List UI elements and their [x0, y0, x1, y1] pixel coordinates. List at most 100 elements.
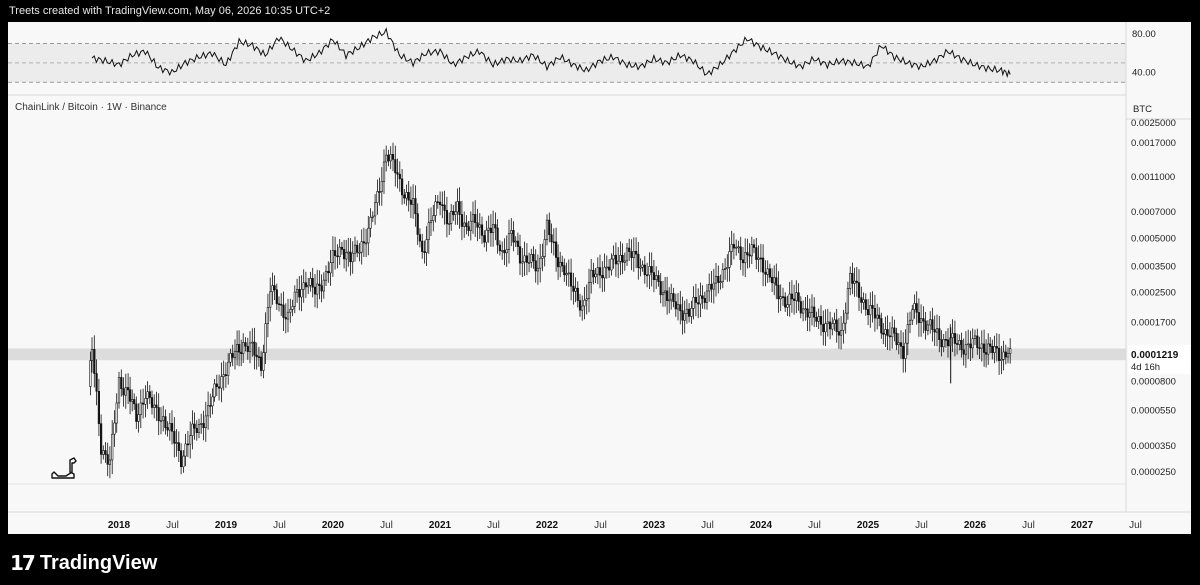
candle-body — [717, 276, 720, 283]
candle-body — [625, 247, 629, 262]
rsi-pane[interactable] — [8, 27, 1126, 83]
candle-body — [467, 226, 470, 231]
candle-body — [385, 154, 388, 163]
chart-frame[interactable]: ChainLink / Bitcoin · 1W · Binance 80.00… — [8, 22, 1191, 534]
candle-body — [748, 254, 751, 257]
candle-body — [382, 161, 386, 182]
candle-body — [536, 267, 539, 272]
candle-body — [746, 252, 749, 256]
candle-body — [543, 239, 546, 257]
candle-body — [233, 351, 237, 358]
candle-body — [752, 244, 756, 248]
candle-body — [340, 246, 344, 250]
candle-body — [351, 252, 354, 263]
tradingview-logo[interactable]: 17 TradingView — [10, 551, 157, 575]
candle-body — [1009, 348, 1012, 354]
candle-body — [781, 296, 785, 298]
candle-body — [784, 296, 787, 308]
candle-body — [380, 181, 383, 192]
candle-body — [641, 264, 644, 268]
candle-body — [969, 343, 972, 349]
candle-body — [851, 273, 854, 284]
candle-body — [574, 287, 577, 292]
candle-body — [585, 298, 588, 301]
candle-body — [244, 342, 247, 347]
candle-body — [304, 282, 308, 288]
candle-body — [238, 344, 241, 353]
candle-body — [345, 252, 348, 260]
candle-body — [398, 173, 401, 180]
candle-body — [184, 443, 187, 457]
candle-body — [211, 396, 214, 407]
candle-body — [289, 309, 292, 313]
candle-body — [687, 308, 691, 317]
candle-body — [489, 227, 493, 234]
candle-body — [869, 305, 872, 316]
candle-body — [246, 345, 249, 352]
candle-body — [400, 178, 404, 196]
candle-body — [539, 257, 542, 269]
candle-body — [739, 246, 742, 261]
time-tick-label: Jul — [1129, 520, 1142, 531]
candle-body — [906, 324, 909, 344]
candle-body — [465, 222, 468, 227]
candle-body — [596, 267, 599, 275]
candle-body — [637, 253, 640, 268]
candle-body — [929, 319, 932, 326]
candle-body — [719, 281, 722, 284]
candle-body — [396, 172, 399, 175]
candle-body — [857, 282, 861, 298]
candle-body — [362, 241, 366, 244]
candle-body — [115, 402, 118, 424]
time-axis[interactable]: 2018 Jul 2019 Jul 2020 Jul 2021 Jul 2022 Jul 2023 J… — [8, 483, 1191, 531]
candle-body — [525, 255, 528, 263]
candle-body — [113, 422, 116, 435]
time-tick-label: Jul — [166, 520, 179, 531]
candle-body — [728, 251, 731, 268]
candle-body — [657, 275, 660, 282]
candle-body — [197, 423, 201, 433]
price-axis[interactable]: 80.00 40.00 0.0017000 0.0011000 0.0007000 0.… — [1125, 22, 1191, 512]
candle-body — [405, 192, 408, 199]
candle-body — [186, 443, 190, 446]
candle-body — [744, 252, 747, 264]
price-pane[interactable]: ChainLink / Bitcoin · 1W · Binance — [8, 102, 1126, 479]
price-tick-label: 0.0002500 — [1131, 288, 1176, 299]
candle-body — [295, 289, 299, 293]
candle-body — [556, 257, 560, 268]
candle-body — [193, 423, 196, 429]
candle-body — [866, 309, 870, 315]
candle-body — [378, 191, 381, 193]
candle-body — [376, 191, 379, 203]
candle-body — [124, 387, 127, 396]
candle-body — [612, 254, 615, 260]
candle-body — [982, 343, 986, 353]
candle-body — [799, 301, 802, 314]
candle-body — [150, 397, 154, 408]
candle-body — [242, 342, 245, 354]
candle-body — [491, 224, 495, 233]
candle-body — [826, 321, 829, 324]
candle-body — [766, 268, 769, 275]
candle-body — [153, 404, 156, 408]
candle-body — [480, 224, 484, 236]
candle-body — [373, 202, 377, 217]
candle-body — [129, 389, 132, 402]
chart-canvas[interactable]: ChainLink / Bitcoin · 1W · Binance 80.00… — [8, 22, 1191, 534]
candle-body — [849, 273, 852, 289]
time-tick-label: Jul — [915, 520, 928, 531]
candle-body — [527, 262, 531, 264]
candle-body — [676, 304, 680, 310]
candle-body — [755, 247, 758, 260]
candle-body — [833, 319, 836, 324]
candle-body — [554, 241, 558, 258]
candle-body — [358, 251, 361, 254]
candle-body — [708, 283, 711, 292]
candle-body — [224, 374, 228, 377]
candle-body — [534, 260, 537, 272]
time-tick-label: 2025 — [857, 520, 880, 531]
candle-body — [764, 271, 767, 275]
candle-body — [792, 298, 796, 301]
candle-body — [991, 345, 994, 353]
candle-body — [510, 230, 513, 234]
